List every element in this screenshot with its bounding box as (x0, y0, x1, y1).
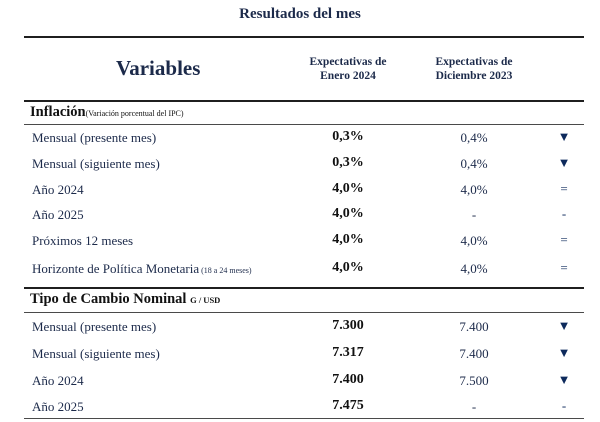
row-label: Próximos 12 meses (32, 233, 134, 248)
previous-expectation-value: 7.400 (459, 319, 489, 334)
table-top-rule (24, 36, 584, 38)
current-expectation-value: 7.317 (332, 345, 364, 360)
table-row: Mensual (presente mes) 7.300 7.400 ▼ (0, 315, 600, 339)
previous-expectation-value: 0,4% (460, 130, 488, 145)
previous-expectation-value: 7.500 (459, 373, 489, 388)
current-expectation-value: 4,0% (332, 260, 364, 275)
row-label: Horizonte de Política Monetaria (18 a 24… (32, 261, 252, 276)
column-header-previous: Expectativas de Diciembre 2023 (418, 55, 530, 83)
row-label-note: (18 a 24 meses) (199, 266, 252, 275)
current-expectation-value: 0,3% (332, 129, 364, 144)
current-expectation-value: 0,3% (332, 155, 364, 170)
table-row: Próximos 12 meses 4,0% 4,0% = (0, 229, 600, 253)
table-row: Año 2025 4,0% - - (0, 203, 600, 227)
variables-heading: Variables (116, 56, 201, 80)
row-label: Año 2024 (32, 373, 84, 388)
dash-indicator: - (561, 206, 567, 221)
section-title-text: Tipo de Cambio Nominal (30, 291, 187, 307)
down-triangle-icon: ▼ (557, 129, 571, 144)
table-row: Año 2024 4,0% 4,0% = (0, 178, 600, 202)
section-note: (Variación porcentual del IPC) (85, 109, 184, 118)
header-bottom-rule (24, 100, 584, 102)
section-unit: G / USD (190, 295, 221, 305)
equal-sign-icon: = (560, 260, 568, 275)
column-header-current-line2: Enero 2024 (320, 70, 376, 82)
section-title-tipo-de-cambio: Tipo de Cambio Nominal G / USD (30, 291, 220, 308)
equal-sign-icon: = (560, 232, 568, 247)
column-header-current: Expectativas de Enero 2024 (298, 55, 398, 83)
table-row: Mensual (siguiente mes) 0,3% 0,4% ▼ (0, 152, 600, 176)
row-label: Mensual (siguiente mes) (32, 346, 160, 361)
current-expectation-value: 7.400 (332, 372, 364, 387)
table-row: Horizonte de Política Monetaria (18 a 24… (0, 257, 600, 281)
previous-expectation-value: 0,4% (460, 156, 488, 171)
down-triangle-icon: ▼ (557, 318, 571, 333)
column-header-previous-line2: Diciembre 2023 (435, 70, 513, 82)
page-title: Resultados del mes (239, 6, 361, 22)
section-divider (24, 287, 584, 289)
section-title-text: Inflación (30, 104, 86, 120)
section-rule (24, 124, 584, 125)
dash-indicator: - (561, 398, 567, 413)
current-expectation-value: 7.475 (332, 398, 364, 413)
row-label: Año 2025 (32, 399, 84, 414)
previous-expectation-value: 7.400 (459, 346, 489, 361)
current-expectation-value: 4,0% (332, 181, 364, 196)
row-label: Mensual (presente mes) (32, 319, 157, 334)
current-expectation-value: 4,0% (332, 232, 364, 247)
table-row: Año 2025 7.475 - - (0, 395, 600, 419)
row-label: Mensual (presente mes) (32, 130, 157, 145)
down-triangle-icon: ▼ (557, 372, 571, 387)
previous-expectation-value: - (471, 207, 477, 222)
previous-expectation-value: 4,0% (460, 261, 488, 276)
row-label: Año 2025 (32, 207, 84, 222)
previous-expectation-value: - (471, 399, 477, 414)
column-header-current-line1: Expectativas de (309, 56, 387, 68)
table-row: Mensual (siguiente mes) 7.317 7.400 ▼ (0, 342, 600, 366)
previous-expectation-value: 4,0% (460, 182, 488, 197)
row-label: Mensual (siguiente mes) (32, 156, 160, 171)
table-bottom-rule (24, 418, 584, 419)
section-title-inflacion: Inflación(Variación porcentual del IPC) (30, 104, 184, 121)
down-triangle-icon: ▼ (557, 155, 571, 170)
column-header-previous-line1: Expectativas de (435, 56, 513, 68)
table-row: Año 2024 7.400 7.500 ▼ (0, 369, 600, 393)
down-triangle-icon: ▼ (557, 345, 571, 360)
section-rule (24, 312, 584, 313)
current-expectation-value: 4,0% (332, 206, 364, 221)
equal-sign-icon: = (560, 181, 568, 196)
previous-expectation-value: 4,0% (460, 233, 488, 248)
current-expectation-value: 7.300 (332, 318, 364, 333)
table-row: Mensual (presente mes) 0,3% 0,4% ▼ (0, 126, 600, 150)
row-label: Año 2024 (32, 182, 84, 197)
